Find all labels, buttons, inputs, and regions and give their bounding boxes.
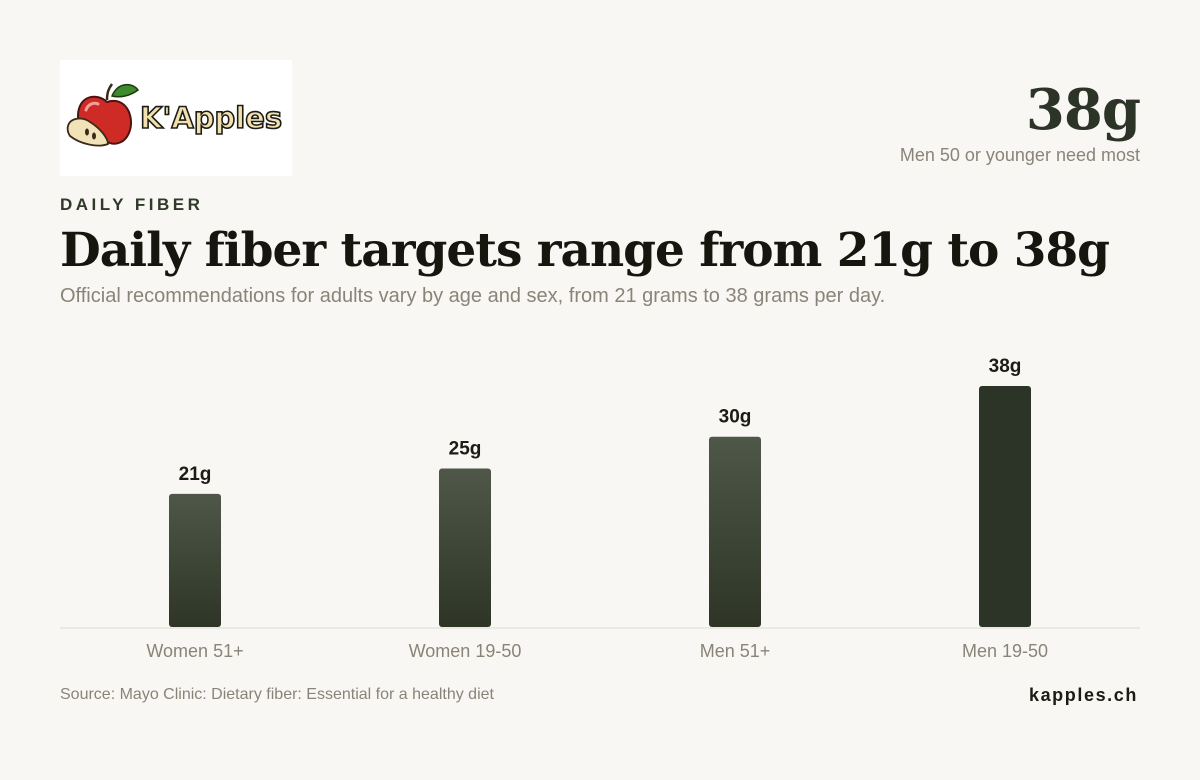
category-label: Women 51+	[146, 641, 243, 661]
hero-caption: Men 50 or younger need most	[899, 145, 1140, 165]
bar-0	[169, 493, 221, 627]
bar-value-label: 30g	[719, 407, 752, 428]
bar-3	[979, 386, 1031, 627]
chart-title: Daily fiber targets range from 21g to 38…	[60, 223, 1110, 278]
site-link[interactable]: kapples.ch	[1028, 685, 1138, 705]
chart-subtitle: Official recommendations for adults vary…	[60, 285, 886, 307]
bar-value-label: 25g	[449, 438, 482, 459]
category-label: Men 51+	[700, 641, 771, 661]
bar-2	[709, 436, 761, 627]
kicker: DAILY FIBER	[60, 195, 204, 214]
bar-1	[439, 468, 491, 627]
category-label: Women 19-50	[409, 641, 522, 661]
bar-value-label: 38g	[989, 356, 1022, 377]
bar-value-label: 21g	[179, 464, 212, 485]
bar-chart: 21g Women 51+ 25g Women 19-50 30g Men 51+ 38g M…	[60, 356, 1140, 661]
source-note: Source: Mayo Clinic: Dietary fiber: Esse…	[60, 686, 494, 703]
category-label: Men 19-50	[962, 641, 1048, 661]
hero-value: 38g	[1025, 77, 1141, 143]
apple-logo-icon: K'Apples	[66, 83, 283, 147]
brand-logo: K'Apples	[60, 60, 292, 176]
logo-wordmark: K'Apples	[140, 101, 282, 135]
